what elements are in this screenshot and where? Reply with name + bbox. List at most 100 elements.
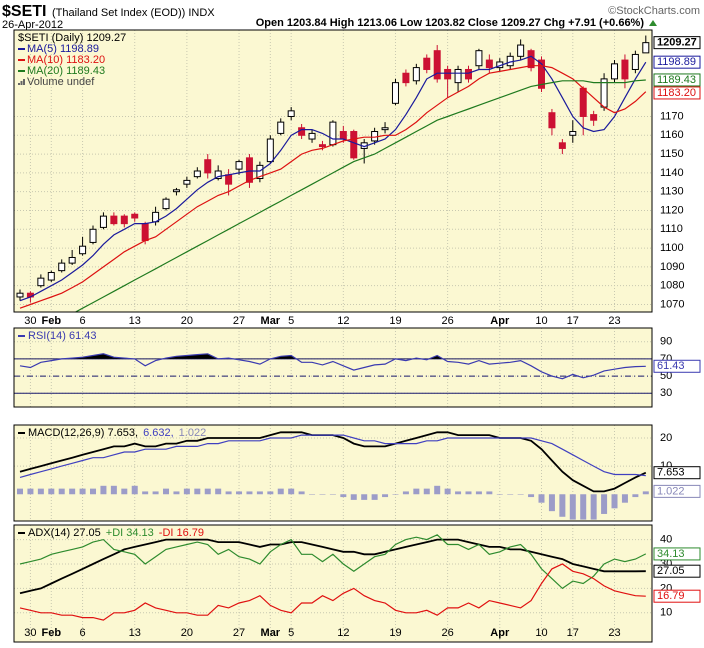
histogram-bar	[121, 488, 128, 495]
histogram-bar	[496, 494, 503, 495]
candle-body	[235, 161, 243, 170]
series-line	[19, 353, 646, 380]
legend-label: -DI 16.79	[159, 527, 204, 539]
candle-body	[350, 131, 358, 159]
candle-body	[569, 131, 577, 136]
value-box-label: 16.79	[657, 590, 685, 602]
y-tick-label: 1160	[660, 129, 684, 141]
histogram-bar	[350, 494, 357, 500]
candle-body	[193, 170, 201, 178]
candle-body	[162, 198, 170, 210]
value-box	[653, 484, 701, 498]
value-box-label: 1209.27	[657, 37, 697, 49]
histogram-bar	[611, 494, 618, 509]
histogram-bar	[142, 491, 149, 495]
candle-body	[16, 292, 24, 298]
histogram-bar	[79, 488, 86, 495]
quote: Open 1203.84 High 1213.06 Low 1203.82 Cl…	[256, 17, 645, 29]
plot-layer	[14, 30, 652, 312]
value-box	[653, 36, 701, 50]
x-tick-label: 23	[608, 627, 620, 639]
value-box-label: 27.05	[657, 565, 685, 577]
histogram-bar	[236, 491, 243, 495]
value-box-label: 34.13	[657, 548, 685, 560]
plot-border	[13, 327, 653, 408]
legend-label: +DI 34.13	[106, 527, 154, 539]
candle-body	[183, 179, 191, 185]
candle-body	[339, 131, 347, 140]
legend-swatch	[23, 79, 25, 85]
candle-body	[120, 215, 128, 225]
histogram-bar	[277, 488, 284, 495]
candle-body	[538, 59, 545, 89]
candle-body	[89, 228, 97, 243]
histogram-bar	[173, 491, 180, 495]
candle-body	[433, 50, 441, 80]
value-box-label: 1.022	[657, 485, 685, 497]
y-tick-label: 1120	[660, 204, 684, 216]
series-line	[19, 434, 646, 478]
candle-body	[423, 57, 431, 70]
histogram-bar	[434, 485, 441, 495]
histogram-bar	[69, 488, 76, 495]
x-tick-label: 23	[608, 315, 620, 327]
value-box	[653, 466, 701, 480]
candle-body	[631, 53, 639, 70]
overbought-fill	[20, 353, 646, 359]
x-tick-label: 30	[24, 627, 36, 639]
x-tick-label: Feb	[42, 627, 62, 639]
series-line	[19, 65, 647, 309]
x-tick-label: 12	[337, 627, 349, 639]
x-tick-label: 6	[80, 627, 86, 639]
x-tick-label: 17	[567, 315, 579, 327]
y-tick-label: 10	[660, 607, 672, 619]
x-tick-label: 26	[442, 627, 454, 639]
y-tick-label: 1130	[660, 186, 684, 198]
candle-body	[110, 215, 118, 225]
value-box	[653, 86, 701, 100]
histogram-bar	[444, 488, 451, 495]
x-tick-label: 26	[442, 315, 454, 327]
x-tick-label: 17	[567, 627, 579, 639]
x-tick-label: 27	[233, 315, 245, 327]
histogram-bar	[194, 488, 201, 495]
y-tick-label: 90	[660, 336, 672, 348]
histogram-bar	[548, 494, 555, 512]
histogram-bar	[361, 494, 368, 500]
candle-body	[548, 112, 556, 129]
histogram-bar	[267, 491, 274, 495]
y-tick-label: 1110	[660, 223, 683, 235]
candle-body	[579, 87, 587, 117]
candle-body	[517, 44, 525, 57]
legend-label: 1.022	[179, 427, 207, 439]
histogram-bar	[256, 491, 263, 495]
x-tick-label: 5	[288, 315, 294, 327]
legend-swatch	[18, 83, 20, 85]
x-tick-label: 20	[181, 627, 193, 639]
plot-border	[13, 424, 653, 522]
up-arrow	[649, 20, 657, 26]
legend-label: MA(20) 1189.43	[27, 65, 105, 77]
legend-label: ADX(14) 27.05	[28, 527, 101, 539]
candle-body	[485, 59, 493, 69]
histogram-bar	[183, 488, 190, 495]
y-tick-label: 1140	[660, 167, 684, 179]
plot-area	[14, 425, 652, 521]
candle-body	[131, 213, 139, 219]
legend-label: RSI(14) 61.43	[28, 330, 96, 342]
value-box-label: 1189.43	[657, 74, 696, 86]
candle-body	[454, 68, 462, 84]
x-tick-label: 20	[181, 315, 193, 327]
histogram-bar	[152, 491, 159, 495]
legend-label: $SETI (Daily) 1209.27	[18, 32, 126, 44]
candle-body	[527, 50, 535, 69]
series-line	[19, 538, 646, 595]
histogram-bar	[382, 494, 389, 498]
series-line	[19, 534, 647, 590]
histogram-bar	[204, 488, 211, 495]
histogram-bar	[580, 494, 587, 520]
candle-body	[58, 262, 66, 272]
histogram-bar	[371, 494, 378, 500]
y-tick-label: 1080	[660, 280, 684, 292]
